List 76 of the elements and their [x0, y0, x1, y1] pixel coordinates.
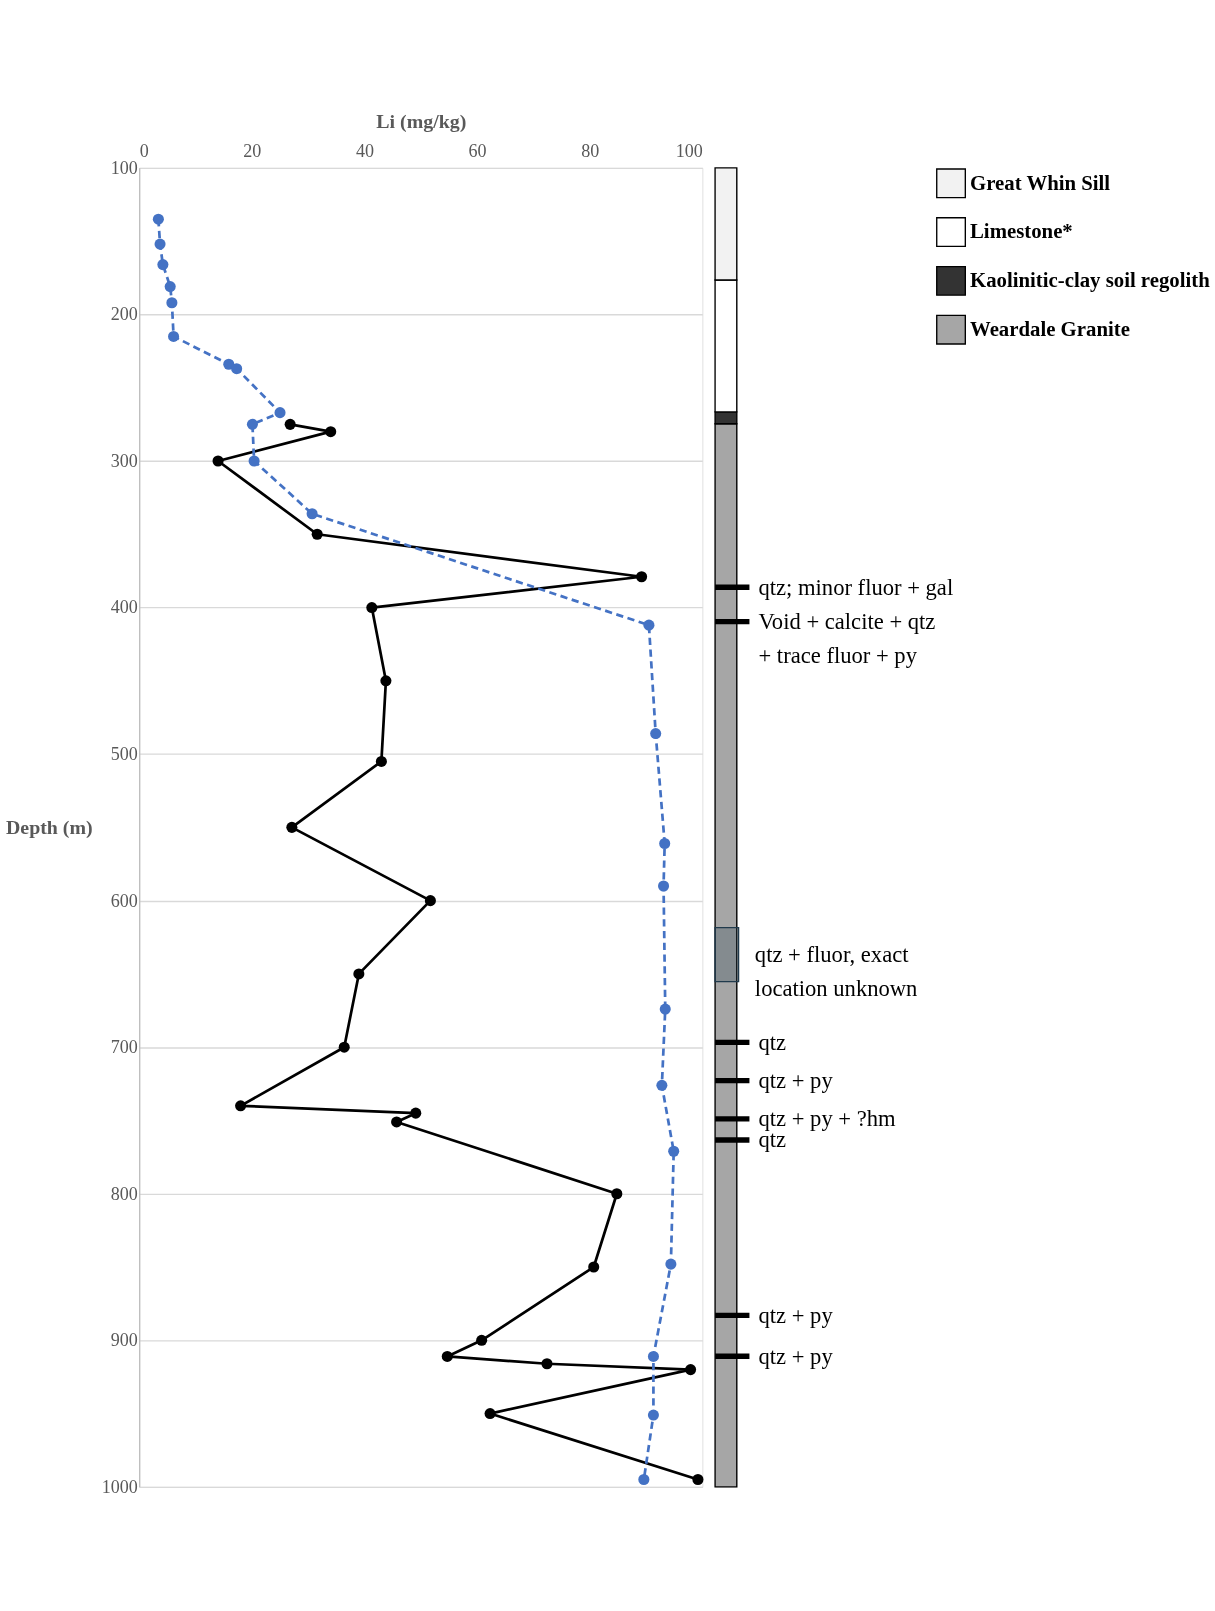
point	[164, 281, 176, 293]
band-label: qtz + fluor, exact location unknown	[754, 941, 918, 1002]
point	[692, 1474, 704, 1486]
point	[248, 455, 260, 467]
point	[168, 330, 180, 342]
legend-label: Weardale Granite	[970, 317, 1130, 341]
point	[659, 837, 671, 850]
point	[325, 426, 337, 438]
point	[246, 418, 258, 430]
point	[223, 358, 235, 370]
point	[588, 1261, 600, 1273]
point	[665, 1258, 677, 1270]
text: qtz + py + ?hm	[758, 1106, 897, 1132]
point	[668, 1145, 680, 1157]
legend-label: Limestone*	[970, 219, 1073, 243]
y-tick-label: 800	[110, 1183, 138, 1204]
text: qtz + py	[758, 1343, 834, 1369]
point	[286, 821, 298, 833]
y-tick-label: 1000	[101, 1476, 138, 1497]
x-tick-label: 40	[355, 141, 374, 162]
text: qtz; minor fluor + gal	[758, 574, 954, 600]
point	[638, 1474, 650, 1486]
point	[235, 1100, 247, 1112]
y-tick-label: 600	[110, 890, 138, 911]
point	[647, 1350, 659, 1362]
x-tick-label: 60	[468, 141, 487, 162]
point	[212, 455, 224, 467]
point	[647, 1409, 659, 1421]
legend-label: Kaolinitic-clay soil regolith	[970, 268, 1211, 293]
text: qtz + py	[758, 1302, 834, 1328]
point	[391, 1116, 403, 1128]
y-axis-title: Depth (m)	[5, 816, 93, 840]
y-tick-label: 300	[110, 450, 138, 471]
point	[166, 297, 178, 309]
x-axis-title: Li (mg/kg)	[376, 109, 467, 133]
point	[650, 728, 662, 740]
legend-label: Great Whin Sill	[970, 170, 1111, 194]
point	[231, 363, 243, 375]
point	[424, 895, 436, 907]
point	[658, 880, 670, 892]
point	[311, 528, 323, 540]
point	[611, 1188, 623, 1200]
point	[541, 1358, 553, 1370]
point	[380, 675, 392, 687]
y-tick-label: 400	[110, 597, 138, 618]
point	[353, 968, 365, 980]
point	[338, 1041, 350, 1053]
point	[152, 213, 164, 225]
x-tick-label: 100	[675, 141, 703, 162]
point	[476, 1334, 488, 1346]
point	[274, 407, 286, 419]
point	[643, 619, 655, 631]
y-tick-label: 500	[110, 743, 138, 764]
point	[284, 418, 296, 430]
text: Void + calcite + qtz + trace fluor + py	[758, 608, 936, 669]
point	[375, 755, 387, 767]
y-tick-label: 700	[110, 1037, 138, 1058]
x-tick-label: 20	[243, 141, 262, 162]
point	[157, 259, 169, 271]
point	[441, 1350, 453, 1362]
y-tick-label: 900	[110, 1330, 138, 1351]
point	[685, 1364, 697, 1376]
point	[306, 508, 318, 520]
x-tick-label: 80	[581, 141, 600, 162]
text: qtz + py	[758, 1067, 834, 1093]
point	[366, 602, 378, 614]
y-tick-label: 100	[110, 157, 138, 178]
text: qtz	[758, 1029, 787, 1055]
point	[636, 571, 648, 583]
y-tick-label: 200	[110, 304, 138, 325]
point	[484, 1408, 496, 1420]
point	[410, 1107, 422, 1119]
point	[154, 238, 166, 250]
point	[659, 1003, 671, 1015]
point	[656, 1079, 668, 1091]
x-tick-label: 0	[139, 141, 149, 162]
